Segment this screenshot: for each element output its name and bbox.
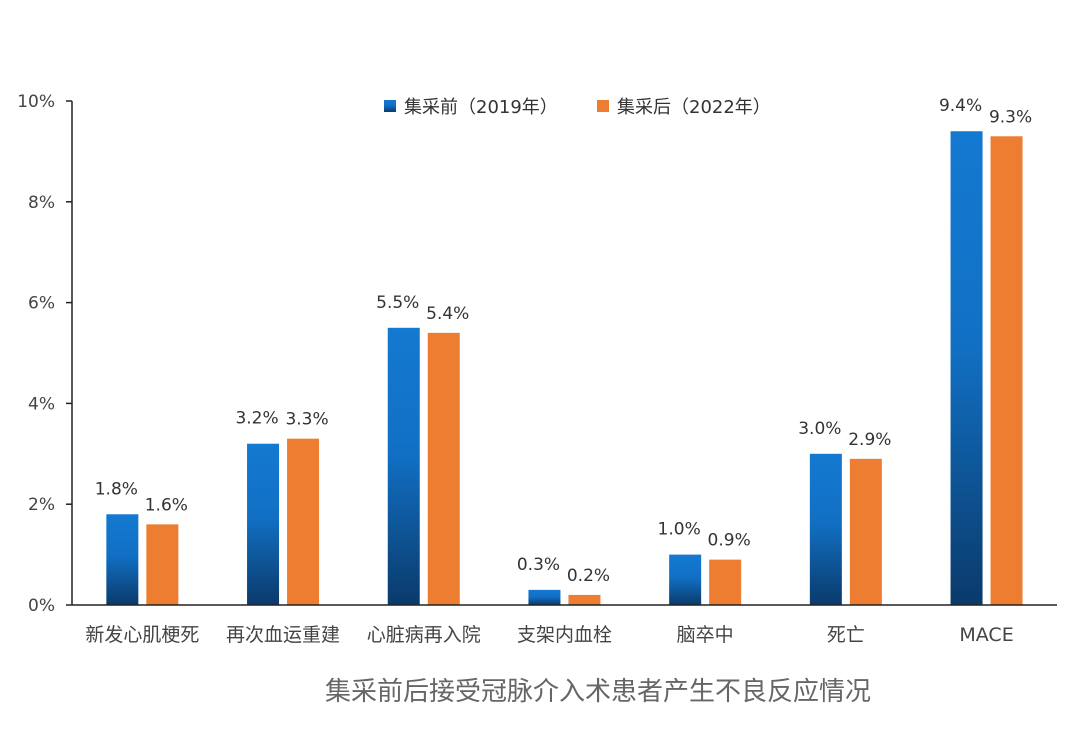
data-label-before-1: 3.2% <box>235 409 278 429</box>
legend-swatch-before <box>384 100 396 112</box>
x-category-label: 脑卒中 <box>677 624 734 646</box>
legend: 集采前（2019年） 集采后（2022年） <box>384 97 771 118</box>
y-tick-label: 10% <box>17 92 55 112</box>
y-tick-label: 0% <box>28 596 55 616</box>
data-label-after-4: 0.9% <box>708 531 751 551</box>
y-axis: 0% 2% 4% 6% 8% 10% <box>17 92 73 616</box>
bar-after-3 <box>568 594 601 605</box>
bar-before-5 <box>809 453 842 605</box>
legend-label-before: 集采前（2019年） <box>404 97 558 118</box>
data-label-after-2: 5.4% <box>426 304 469 324</box>
data-label-before-5: 3.0% <box>798 419 841 439</box>
bar-after-2 <box>427 332 460 605</box>
data-label-after-3: 0.2% <box>567 566 610 586</box>
x-category-label: 支架内血栓 <box>517 624 612 646</box>
x-category-label: 死亡 <box>827 624 865 646</box>
y-tick-label: 6% <box>28 294 55 314</box>
data-labels: 1.8% 1.6% 3.2% 3.3% 5.5% 5.4% 0.3% 0.2% 1.0% 0.9%… <box>95 96 1032 586</box>
data-label-before-2: 5.5% <box>376 293 419 313</box>
bar-before-6 <box>950 131 983 606</box>
data-label-after-5: 2.9% <box>848 430 891 450</box>
bar-before-3 <box>528 589 561 605</box>
bar-after-4 <box>709 559 742 605</box>
x-axis: 新发心肌梗死 再次血运重建 心脏病再入院 支架内血栓 脑卒中 死亡 MACE <box>72 604 1057 646</box>
bar-after-1 <box>287 438 320 605</box>
data-label-after-6: 9.3% <box>989 107 1032 127</box>
x-category-label: 新发心肌梗死 <box>85 624 199 646</box>
data-label-before-6: 9.4% <box>939 96 982 116</box>
data-label-before-3: 0.3% <box>517 555 560 575</box>
bar-before-1 <box>247 443 280 605</box>
x-category-label: MACE <box>959 624 1013 646</box>
bars <box>106 131 1023 606</box>
legend-label-after: 集采后（2022年） <box>617 97 771 118</box>
bar-after-5 <box>849 458 882 605</box>
chart-title: 集采前后接受冠脉介入术患者产生不良反应情况 <box>325 677 871 707</box>
y-tick-label: 4% <box>28 394 55 414</box>
bar-before-4 <box>669 554 702 605</box>
legend-swatch-after <box>597 100 609 112</box>
y-tick-label: 8% <box>28 193 55 213</box>
bar-after-6 <box>990 136 1023 605</box>
x-category-label: 心脏病再入院 <box>367 624 481 646</box>
bar-before-2 <box>387 327 420 605</box>
bar-after-0 <box>146 524 179 605</box>
data-label-before-0: 1.8% <box>95 479 138 499</box>
data-label-before-4: 1.0% <box>658 520 701 540</box>
data-label-after-1: 3.3% <box>285 410 328 430</box>
bar-before-0 <box>106 514 139 605</box>
x-category-label: 再次血运重建 <box>226 624 340 646</box>
y-tick-label: 2% <box>28 495 55 515</box>
data-label-after-0: 1.6% <box>145 495 188 515</box>
